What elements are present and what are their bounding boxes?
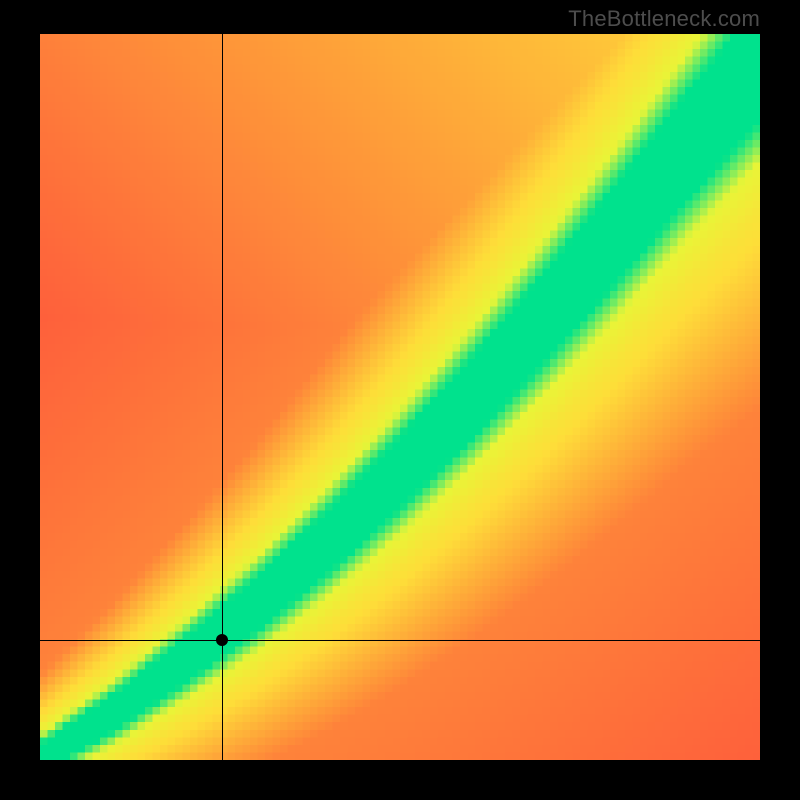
page-frame: TheBottleneck.com — [0, 0, 800, 800]
bottleneck-heatmap — [40, 34, 760, 760]
watermark-text: TheBottleneck.com — [568, 6, 760, 32]
plot-area — [40, 34, 760, 760]
